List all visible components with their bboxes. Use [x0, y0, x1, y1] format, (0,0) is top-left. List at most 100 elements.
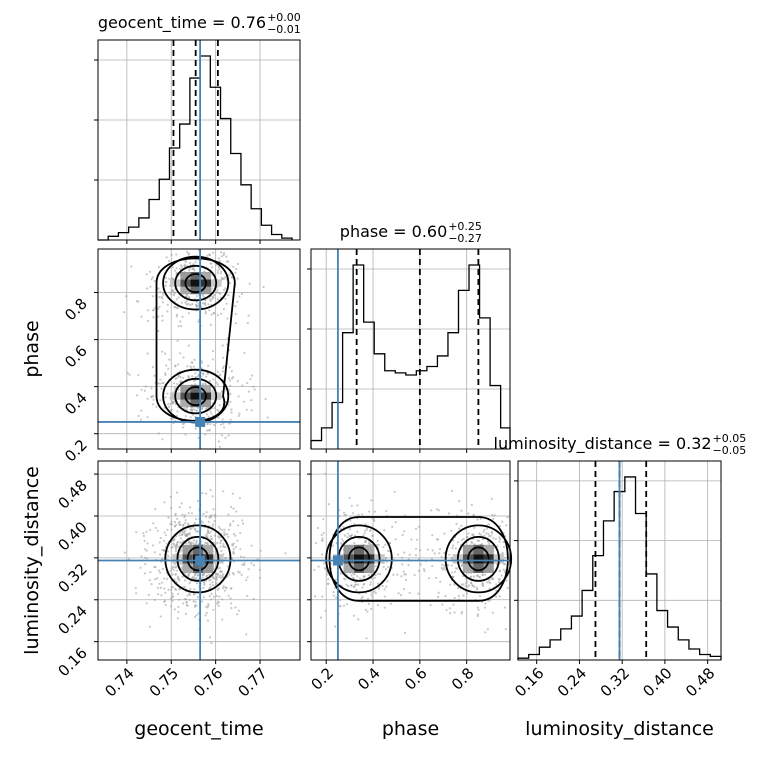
sample-point — [161, 319, 164, 322]
sample-point — [222, 490, 225, 493]
sample-point — [219, 539, 222, 543]
sample-point — [313, 568, 316, 572]
sample-point — [169, 523, 172, 526]
sample-point — [190, 410, 193, 413]
sample-point — [252, 597, 255, 601]
sample-point — [208, 254, 211, 257]
sample-point — [317, 565, 320, 568]
sample-point — [481, 574, 484, 577]
sample-point — [227, 260, 230, 263]
sample-point — [393, 490, 396, 493]
sample-point — [210, 313, 213, 316]
sample-point — [229, 418, 232, 421]
sample-point — [397, 592, 400, 595]
density-cell — [203, 544, 214, 555]
sample-point — [144, 563, 147, 566]
sample-point — [486, 628, 489, 631]
sample-point — [200, 305, 203, 308]
sample-point — [207, 303, 210, 306]
sample-point — [467, 584, 470, 587]
sample-point — [383, 606, 386, 609]
sample-point — [195, 295, 198, 298]
sample-point — [185, 542, 188, 545]
sample-point — [321, 553, 324, 556]
truth-layer — [98, 40, 621, 660]
sample-point — [210, 642, 213, 645]
title-lower-error: −0.01 — [267, 23, 301, 36]
sample-point — [238, 496, 241, 500]
sample-point — [159, 290, 162, 294]
sample-point — [443, 552, 446, 555]
sample-point — [154, 578, 157, 581]
histogram-phase — [310, 264, 511, 449]
sample-point — [204, 310, 207, 313]
density-cell — [182, 544, 193, 555]
sample-point — [204, 515, 208, 518]
sample-point — [369, 583, 372, 586]
sample-point — [158, 305, 161, 308]
sample-point — [185, 598, 188, 601]
sample-point — [217, 604, 220, 608]
sample-point — [222, 308, 225, 311]
sample-point — [149, 571, 152, 574]
sample-point — [194, 427, 197, 430]
sample-point — [156, 586, 160, 590]
sample-point — [184, 265, 187, 268]
sample-point — [194, 376, 197, 379]
sample-point — [369, 581, 372, 584]
sample-point — [152, 522, 155, 525]
sample-point — [354, 581, 357, 584]
sample-point — [230, 602, 233, 605]
sample-point — [211, 525, 214, 528]
sample-point — [173, 608, 176, 611]
sample-point — [223, 531, 226, 534]
sample-point — [209, 583, 212, 586]
sample-point — [142, 534, 145, 538]
sample-point — [498, 538, 502, 541]
sample-point — [189, 303, 192, 306]
panel-frame — [310, 248, 511, 450]
sample-point — [190, 541, 193, 544]
sample-point — [185, 250, 189, 254]
sample-point — [206, 422, 209, 425]
sample-point — [239, 548, 242, 551]
sample-point — [194, 527, 197, 531]
sample-point — [220, 251, 223, 254]
sample-point — [219, 312, 223, 315]
sample-point — [194, 600, 197, 603]
sample-point — [471, 584, 474, 587]
sample-point — [193, 358, 196, 361]
sample-point — [205, 611, 208, 615]
sample-point — [166, 577, 169, 581]
sample-point — [502, 568, 505, 571]
sample-point — [192, 600, 195, 603]
sample-point — [371, 534, 374, 538]
density-cell — [483, 563, 494, 573]
sample-point — [183, 407, 186, 410]
y-tick-label: 0.48 — [54, 476, 90, 512]
sample-point — [205, 492, 208, 495]
sample-point — [140, 315, 143, 318]
sample-point — [478, 532, 481, 535]
sample-point — [135, 531, 138, 534]
sample-point — [192, 263, 195, 266]
sample-point — [401, 533, 404, 537]
sample-point — [134, 587, 137, 590]
sample-point — [447, 512, 451, 515]
sample-point — [211, 266, 214, 269]
sample-point — [356, 530, 359, 533]
sample-point — [163, 531, 166, 534]
sample-point — [215, 583, 218, 586]
sample-point — [417, 592, 420, 595]
sample-point — [210, 535, 213, 538]
sample-point — [192, 526, 195, 529]
sample-point — [166, 392, 169, 395]
sample-point — [139, 566, 142, 569]
title-lower-error: −0.27 — [448, 232, 482, 245]
sample-point — [165, 256, 168, 259]
sample-point — [229, 272, 232, 275]
sample-point — [177, 610, 180, 614]
sample-point — [332, 591, 335, 594]
sample-point — [146, 416, 149, 419]
sample-point — [471, 541, 474, 544]
